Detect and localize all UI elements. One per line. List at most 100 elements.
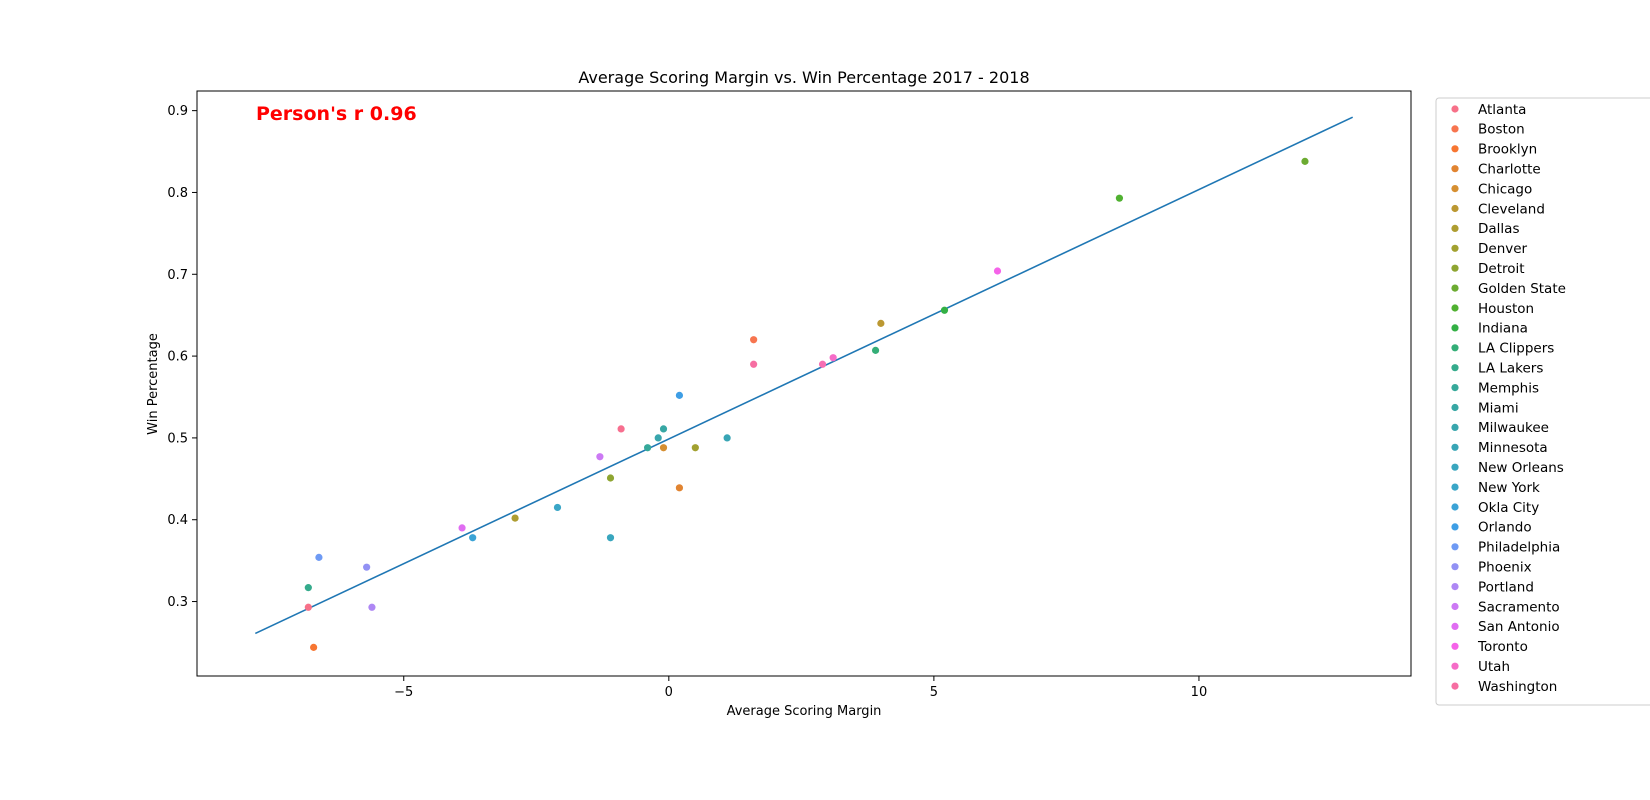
- legend-label: Orlando: [1478, 520, 1532, 536]
- legend-label: Toronto: [1477, 639, 1528, 655]
- legend-label: Phoenix: [1478, 560, 1532, 576]
- legend-marker: [1451, 662, 1459, 670]
- data-point: [871, 346, 880, 354]
- x-tick-label: 0: [665, 685, 673, 700]
- y-tick-label: 0.6: [167, 350, 188, 365]
- y-tick-label: 0.4: [167, 513, 188, 528]
- legend-entry: Washington: [1451, 679, 1557, 695]
- legend-marker: [1451, 583, 1459, 591]
- legend-marker: [1451, 423, 1459, 431]
- legend-label: Philadelphia: [1478, 540, 1560, 556]
- data-point: [675, 391, 684, 399]
- data-point: [723, 434, 731, 442]
- data-point: [1115, 194, 1124, 202]
- legend-entry: San Antonio: [1451, 619, 1560, 635]
- legend-entry: Sacramento: [1451, 599, 1560, 615]
- legend-marker: [1451, 463, 1459, 471]
- legend-entry: Okla City: [1451, 500, 1539, 516]
- legend-label: Brooklyn: [1478, 142, 1537, 158]
- legend-label: Minnesota: [1478, 440, 1548, 456]
- data-point: [993, 267, 1002, 275]
- legend-entry: Phoenix: [1451, 560, 1532, 576]
- legend-marker: [1451, 284, 1459, 292]
- legend-entry: Golden State: [1451, 281, 1566, 297]
- data-point: [750, 336, 758, 344]
- data-point: [617, 425, 625, 433]
- legend: Atlanta Boston Brooklyn Charlotte Chicago Cle…: [1435, 97, 1650, 706]
- legend-entry: Milwaukee: [1451, 420, 1549, 436]
- legend-label: Washington: [1478, 679, 1557, 695]
- legend-label: Dallas: [1478, 221, 1519, 237]
- legend-marker: [1451, 503, 1459, 511]
- legend-marker: [1451, 204, 1459, 213]
- legend-frame: [1435, 97, 1650, 706]
- legend-marker: [1451, 682, 1459, 690]
- data-point: [553, 503, 562, 512]
- y-axis-label: Win Percentage: [146, 333, 161, 435]
- legend-marker: [1451, 543, 1459, 551]
- legend-marker: [1451, 145, 1459, 153]
- data-point: [304, 603, 312, 611]
- legend-label: Charlotte: [1478, 162, 1541, 178]
- legend-entry: LA Lakers: [1451, 361, 1543, 377]
- legend-entry: Memphis: [1451, 380, 1539, 396]
- legend-label: Chicago: [1478, 181, 1532, 197]
- legend-entry: Chicago: [1451, 181, 1532, 197]
- legend-marker: [1451, 244, 1459, 252]
- legend-entry: New Orleans: [1451, 460, 1564, 476]
- x-tick-label: 10: [1191, 685, 1208, 700]
- legend-entry: Minnesota: [1451, 440, 1548, 456]
- legend-entry: Indiana: [1451, 321, 1528, 337]
- legend-marker: [1451, 403, 1459, 412]
- legend-label: Atlanta: [1478, 102, 1526, 118]
- data-point: [940, 306, 949, 314]
- legend-label: Sacramento: [1478, 599, 1560, 615]
- legend-marker: [1451, 384, 1459, 392]
- legend-marker: [1451, 304, 1459, 312]
- legend-entry: Boston: [1451, 122, 1525, 138]
- legend-entry: New York: [1451, 480, 1540, 496]
- x-axis-label: Average Scoring Margin: [727, 704, 882, 719]
- legend-entry: Houston: [1451, 301, 1534, 317]
- legend-label: Milwaukee: [1478, 420, 1549, 436]
- regression-line: [254, 116, 1354, 635]
- x-tick-label: 5: [930, 685, 938, 700]
- legend-label: Houston: [1478, 301, 1534, 317]
- y-tick-label: 0.5: [167, 431, 188, 446]
- data-point: [644, 444, 652, 452]
- data-point: [606, 474, 615, 482]
- data-point: [315, 553, 323, 561]
- legend-marker: [1451, 264, 1459, 272]
- data-point: [659, 444, 668, 452]
- correlation-annotation: Person's r 0.96: [256, 103, 417, 125]
- legend-label: Utah: [1478, 659, 1510, 675]
- legend-entry: Charlotte: [1451, 162, 1541, 178]
- data-point: [469, 534, 477, 542]
- data-point: [1301, 157, 1309, 165]
- legend-entry: LA Clippers: [1451, 341, 1554, 357]
- legend-label: Memphis: [1478, 380, 1539, 396]
- legend-label: Denver: [1478, 241, 1528, 257]
- y-tick-label: 0.3: [167, 595, 188, 610]
- data-point: [304, 584, 312, 592]
- legend-marker: [1451, 324, 1459, 332]
- data-point: [818, 360, 827, 368]
- legend-marker: [1451, 344, 1459, 352]
- legend-label: LA Clippers: [1478, 341, 1554, 357]
- legend-marker: [1451, 105, 1459, 113]
- data-point: [877, 319, 885, 327]
- legend-entry: Toronto: [1451, 639, 1528, 655]
- data-point: [750, 360, 758, 368]
- legend-label: Golden State: [1478, 281, 1566, 297]
- legend-label: Portland: [1478, 579, 1534, 595]
- data-point: [691, 444, 699, 452]
- legend-entry: Utah: [1451, 659, 1510, 675]
- data-point: [654, 434, 662, 442]
- legend-marker: [1451, 602, 1459, 611]
- legend-label: Boston: [1478, 122, 1525, 138]
- data-point: [659, 425, 668, 433]
- legend-marker: [1451, 523, 1459, 531]
- data-point: [363, 563, 371, 571]
- data-point: [596, 453, 604, 461]
- chart-title: Average Scoring Margin vs. Win Percentag…: [578, 68, 1029, 87]
